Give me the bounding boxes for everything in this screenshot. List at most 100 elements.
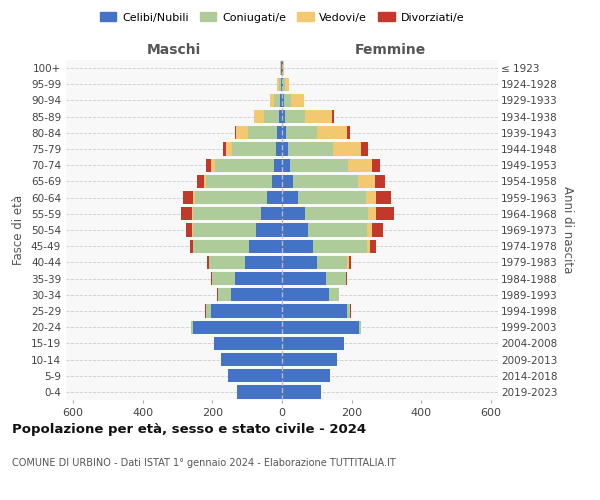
Bar [282, 94, 284, 107]
Bar [206, 175, 272, 188]
Bar [282, 207, 305, 220]
Bar [376, 191, 391, 204]
Y-axis label: Anni di nascita: Anni di nascita [561, 186, 574, 274]
Bar [282, 304, 347, 318]
Bar [278, 78, 281, 91]
Bar [359, 320, 361, 334]
Bar [350, 304, 351, 318]
Bar [228, 369, 282, 382]
Bar [211, 272, 212, 285]
Bar [282, 288, 329, 302]
Bar [347, 126, 350, 140]
Y-axis label: Fasce di età: Fasce di età [13, 195, 25, 265]
Bar [254, 110, 263, 124]
Bar [207, 256, 209, 269]
Bar [288, 142, 333, 156]
Bar [203, 175, 206, 188]
Bar [281, 78, 282, 91]
Bar [290, 158, 348, 172]
Bar [274, 158, 282, 172]
Bar [191, 320, 193, 334]
Bar [291, 94, 304, 107]
Bar [282, 126, 286, 140]
Bar [193, 224, 256, 236]
Bar [346, 272, 347, 285]
Bar [285, 110, 305, 124]
Bar [249, 240, 282, 253]
Bar [281, 62, 282, 74]
Bar [367, 240, 370, 253]
Bar [223, 142, 226, 156]
Bar [274, 94, 280, 107]
Bar [268, 191, 282, 204]
Bar [197, 175, 203, 188]
Bar [358, 175, 375, 188]
Bar [282, 142, 288, 156]
Bar [232, 142, 276, 156]
Bar [365, 191, 376, 204]
Bar [193, 240, 249, 253]
Bar [248, 126, 277, 140]
Bar [282, 353, 337, 366]
Bar [333, 142, 361, 156]
Bar [375, 175, 385, 188]
Bar [235, 272, 282, 285]
Bar [367, 224, 371, 236]
Bar [193, 207, 261, 220]
Bar [282, 386, 321, 398]
Bar [282, 369, 330, 382]
Bar [305, 110, 332, 124]
Bar [282, 240, 313, 253]
Bar [308, 224, 367, 236]
Bar [282, 191, 298, 204]
Bar [277, 78, 278, 91]
Bar [193, 191, 195, 204]
Bar [217, 288, 218, 302]
Bar [282, 272, 326, 285]
Bar [283, 62, 284, 74]
Text: Femmine: Femmine [355, 43, 425, 57]
Bar [276, 142, 282, 156]
Bar [282, 256, 317, 269]
Bar [211, 304, 282, 318]
Bar [214, 336, 282, 350]
Bar [282, 158, 290, 172]
Bar [215, 158, 274, 172]
Text: Popolazione per età, sesso e stato civile - 2024: Popolazione per età, sesso e stato civil… [12, 422, 366, 436]
Legend: Celibi/Nubili, Coniugati/e, Vedovi/e, Divorziati/e: Celibi/Nubili, Coniugati/e, Vedovi/e, Di… [95, 8, 469, 27]
Bar [195, 191, 268, 204]
Bar [282, 62, 283, 74]
Bar [293, 175, 358, 188]
Bar [349, 256, 352, 269]
Bar [237, 386, 282, 398]
Text: Maschi: Maschi [147, 43, 201, 57]
Bar [192, 207, 193, 220]
Bar [256, 224, 282, 236]
Bar [282, 224, 308, 236]
Bar [209, 256, 245, 269]
Bar [279, 110, 282, 124]
Bar [372, 158, 380, 172]
Bar [282, 78, 283, 91]
Bar [270, 94, 274, 107]
Bar [282, 320, 359, 334]
Bar [361, 142, 368, 156]
Bar [326, 272, 346, 285]
Bar [206, 304, 211, 318]
Bar [332, 110, 334, 124]
Bar [371, 224, 383, 236]
Bar [193, 320, 282, 334]
Bar [232, 288, 282, 302]
Bar [347, 304, 350, 318]
Bar [348, 158, 372, 172]
Bar [184, 191, 193, 204]
Bar [263, 110, 279, 124]
Bar [181, 207, 192, 220]
Bar [186, 224, 193, 236]
Bar [317, 256, 347, 269]
Bar [284, 94, 291, 107]
Bar [235, 126, 236, 140]
Bar [190, 240, 193, 253]
Bar [329, 288, 339, 302]
Bar [206, 158, 211, 172]
